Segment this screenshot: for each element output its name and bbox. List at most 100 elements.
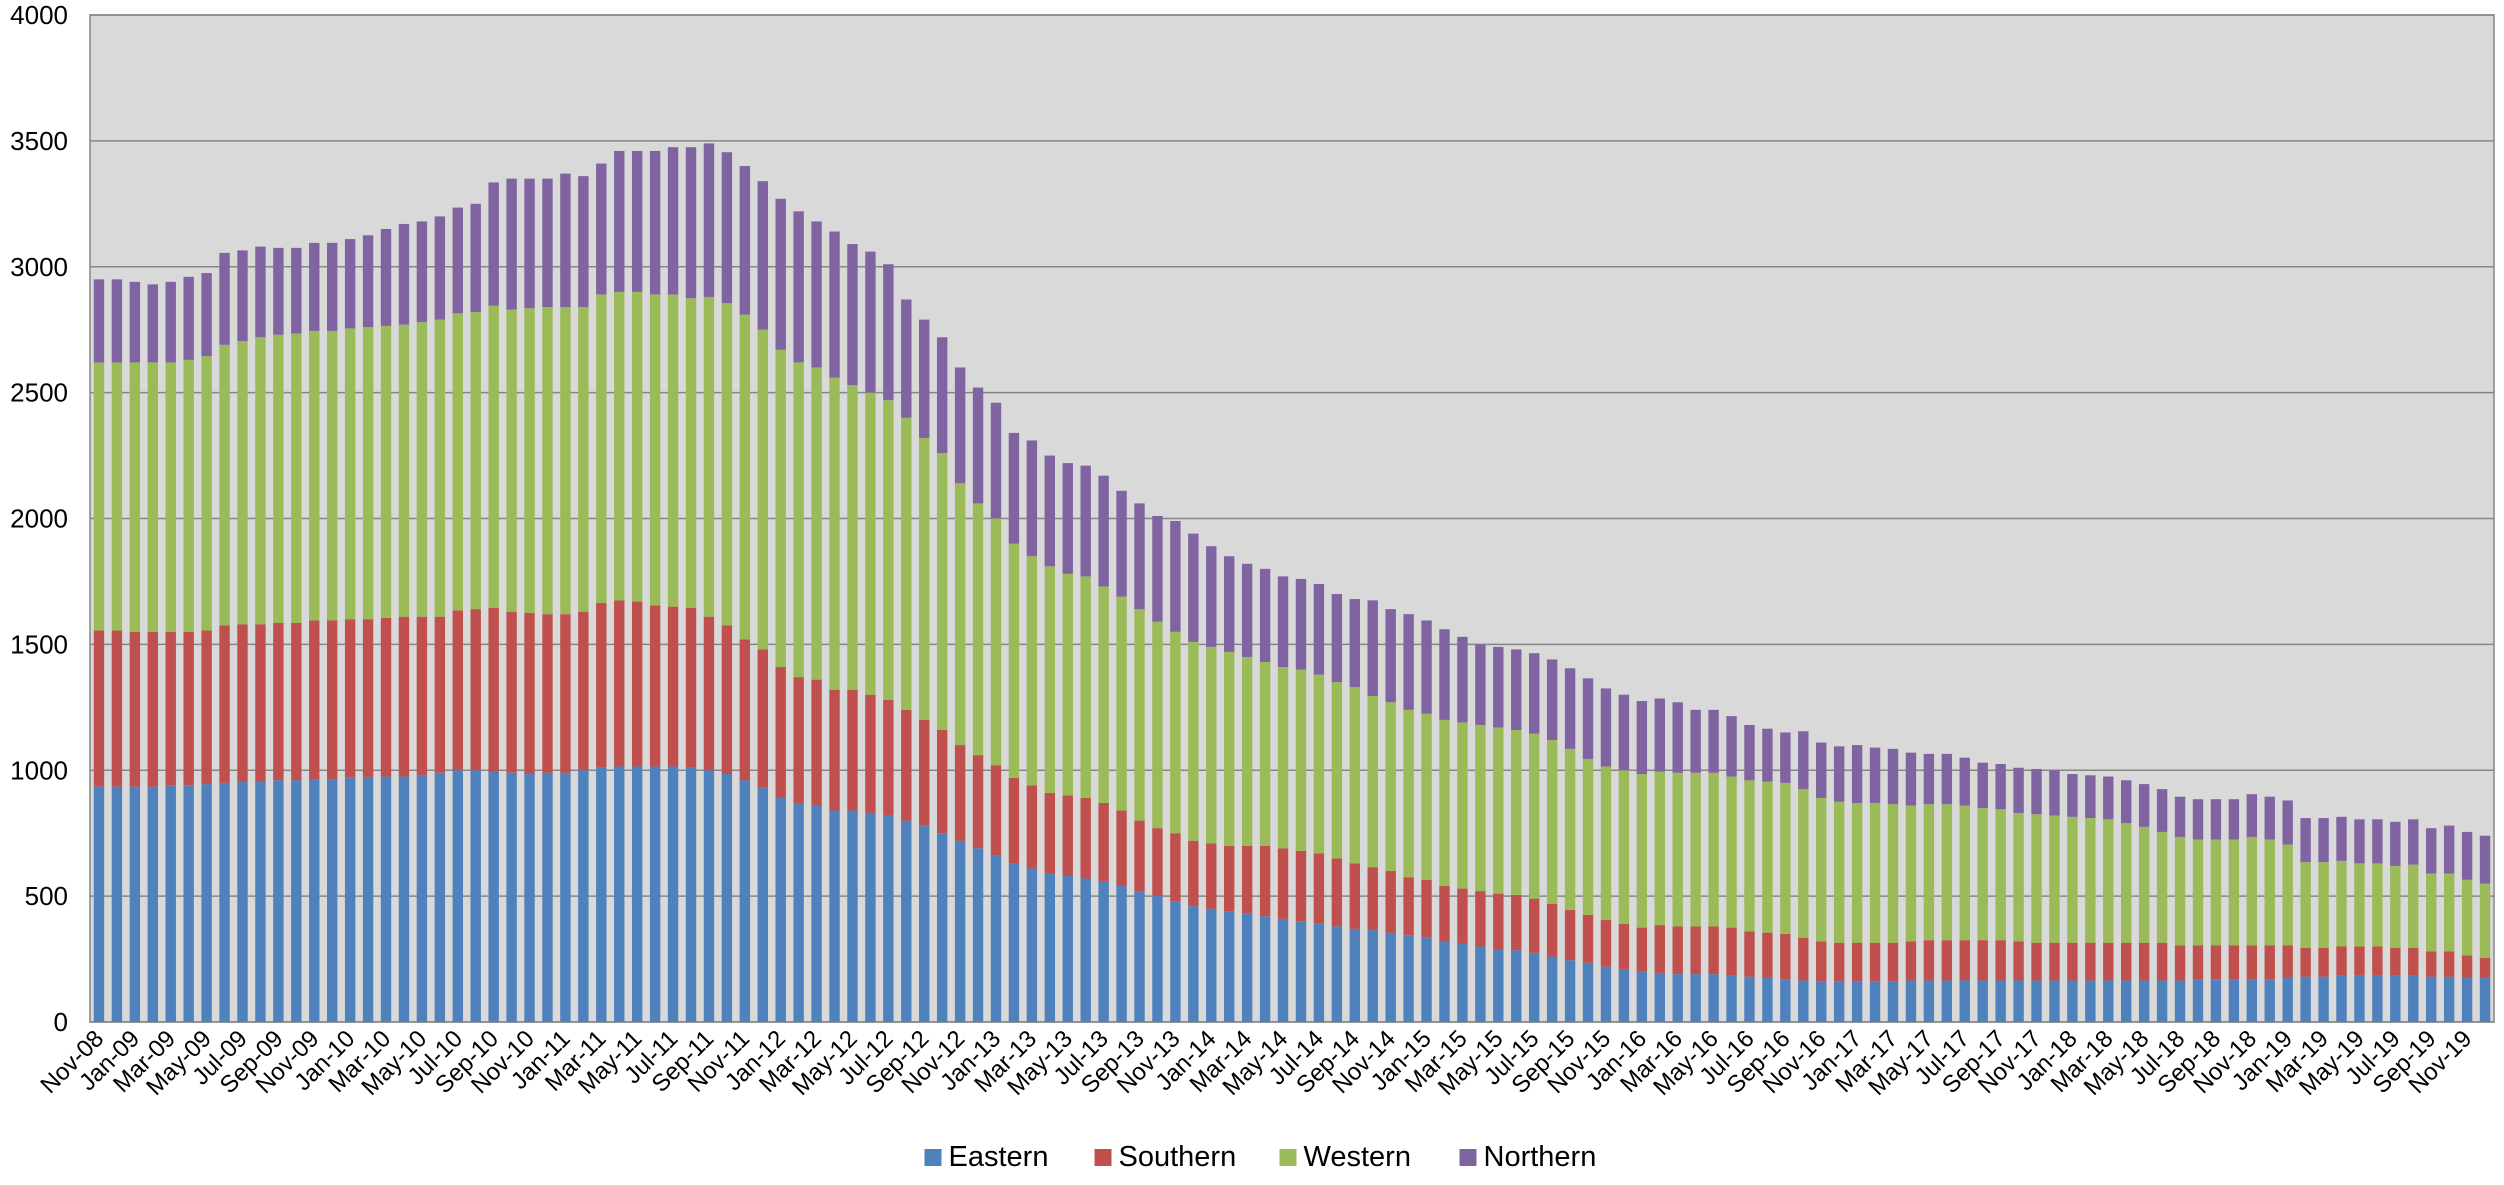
bar-segment-southern	[972, 755, 984, 849]
bar-segment-northern	[1923, 753, 1935, 805]
bar-segment-southern	[2174, 945, 2186, 981]
bar-segment-western	[1421, 713, 1432, 880]
bar-segment-southern	[703, 616, 715, 771]
bar-segment-northern	[542, 178, 553, 308]
bar-segment-western	[183, 359, 194, 632]
bar-segment-southern	[2031, 942, 2042, 981]
bar-segment-eastern	[847, 810, 858, 1022]
bar-segment-northern	[470, 203, 481, 313]
bar-segment-southern	[434, 616, 446, 773]
bar-segment-northern	[793, 211, 804, 363]
bar-segment-southern	[1457, 888, 1468, 944]
y-tick-label: 3000	[10, 252, 68, 282]
bar-segment-western	[1995, 809, 2006, 941]
bar-segment-eastern	[1403, 935, 1414, 1022]
bar-segment-southern	[883, 699, 894, 816]
bar-segment-southern	[1170, 833, 1181, 902]
legend-swatch-western	[1279, 1149, 1297, 1166]
bar-segment-northern	[1403, 614, 1414, 710]
bar-segment-northern	[2318, 818, 2329, 863]
bar-segment-northern	[990, 402, 1002, 519]
legend-label-southern: Southern	[1119, 1141, 1237, 1173]
bar-segment-eastern	[165, 785, 176, 1022]
bar-segment-western	[1618, 770, 1630, 924]
bar-segment-southern	[1959, 940, 1970, 981]
bar-segment-northern	[1493, 646, 1504, 728]
bar-segment-eastern	[416, 775, 428, 1022]
bar-segment-northern	[2390, 821, 2401, 866]
bar-segment-eastern	[2246, 979, 2258, 1022]
bar-segment-western	[488, 305, 499, 608]
bar-segment-southern	[1816, 941, 1827, 982]
bar-segment-eastern	[2408, 975, 2419, 1022]
bar-segment-southern	[721, 625, 733, 775]
bar-segment-eastern	[1385, 932, 1396, 1022]
bar-segment-eastern	[1134, 891, 1145, 1022]
bar-segment-northern	[1331, 594, 1343, 683]
bar-segment-eastern	[1582, 962, 1594, 1022]
bar-segment-eastern	[1277, 918, 1289, 1022]
bar-segment-southern	[1851, 942, 1863, 982]
bar-segment-western	[2210, 839, 2222, 946]
bar-segment-eastern	[326, 779, 338, 1022]
bar-segment-western	[1295, 669, 1307, 851]
bar-segment-eastern	[2443, 976, 2455, 1022]
bar-segment-eastern	[1098, 881, 1109, 1022]
bar-segment-southern	[488, 607, 499, 772]
bar-segment-eastern	[1798, 980, 1809, 1022]
bar-segment-western	[1833, 801, 1845, 943]
bar-segment-southern	[1636, 927, 1648, 972]
bar-segment-western	[2461, 879, 2473, 956]
bar-segment-western	[1672, 772, 1683, 927]
bar-segment-eastern	[1708, 974, 1719, 1022]
bar-segment-western	[434, 319, 446, 617]
bar-segment-southern	[2372, 946, 2383, 976]
bar-segment-southern	[1385, 870, 1396, 933]
bar-segment-eastern	[936, 833, 948, 1022]
bar-segment-northern	[1241, 563, 1253, 657]
bar-segment-eastern	[919, 825, 930, 1022]
bar-segment-eastern	[2479, 977, 2491, 1022]
bar-segment-western	[2156, 831, 2168, 943]
bar-segment-northern	[972, 387, 984, 504]
bar-segment-northern	[524, 178, 535, 309]
bar-segment-eastern	[183, 785, 194, 1022]
bar-segment-western	[2282, 844, 2293, 946]
bar-segment-southern	[165, 631, 176, 786]
bar-segment-eastern	[2174, 980, 2186, 1022]
bar-segment-eastern	[129, 786, 141, 1022]
y-tick-label: 0	[54, 1007, 68, 1037]
bar-segment-western	[1241, 656, 1253, 846]
bar-segment-southern	[291, 622, 302, 781]
bar-segment-eastern	[883, 815, 894, 1022]
bar-segment-eastern	[1564, 960, 1576, 1022]
bar-segment-eastern	[1528, 952, 1540, 1022]
bar-segment-northern	[703, 143, 715, 297]
bar-segment-northern	[2426, 828, 2437, 874]
bar-segment-western	[506, 309, 517, 612]
bar-segment-southern	[1475, 891, 1486, 947]
bar-segment-northern	[2336, 816, 2347, 861]
bar-segment-eastern	[488, 771, 499, 1022]
bar-segment-eastern	[2156, 980, 2168, 1022]
bar-segment-southern	[380, 617, 392, 777]
bar-segment-eastern	[2192, 979, 2204, 1022]
bar-segment-eastern	[2300, 976, 2311, 1022]
bar-segment-southern	[309, 620, 320, 780]
bar-segment-northern	[2443, 825, 2455, 874]
bar-segment-eastern	[524, 774, 535, 1022]
bar-segment-western	[1170, 631, 1181, 834]
bar-segment-northern	[1726, 716, 1737, 777]
bar-segment-northern	[1295, 578, 1307, 670]
bar-segment-western	[2103, 819, 2114, 943]
bar-segment-eastern	[362, 777, 374, 1022]
bar-segment-eastern	[775, 797, 786, 1022]
bar-segment-southern	[2354, 946, 2365, 976]
bar-segment-eastern	[2354, 975, 2365, 1022]
bar-segment-southern	[1134, 820, 1145, 892]
bar-segment-northern	[291, 247, 302, 334]
bar-segment-northern	[865, 251, 876, 393]
bar-segment-northern	[1439, 629, 1450, 720]
bar-segment-northern	[1277, 576, 1289, 668]
bar-segment-southern	[2282, 945, 2293, 978]
